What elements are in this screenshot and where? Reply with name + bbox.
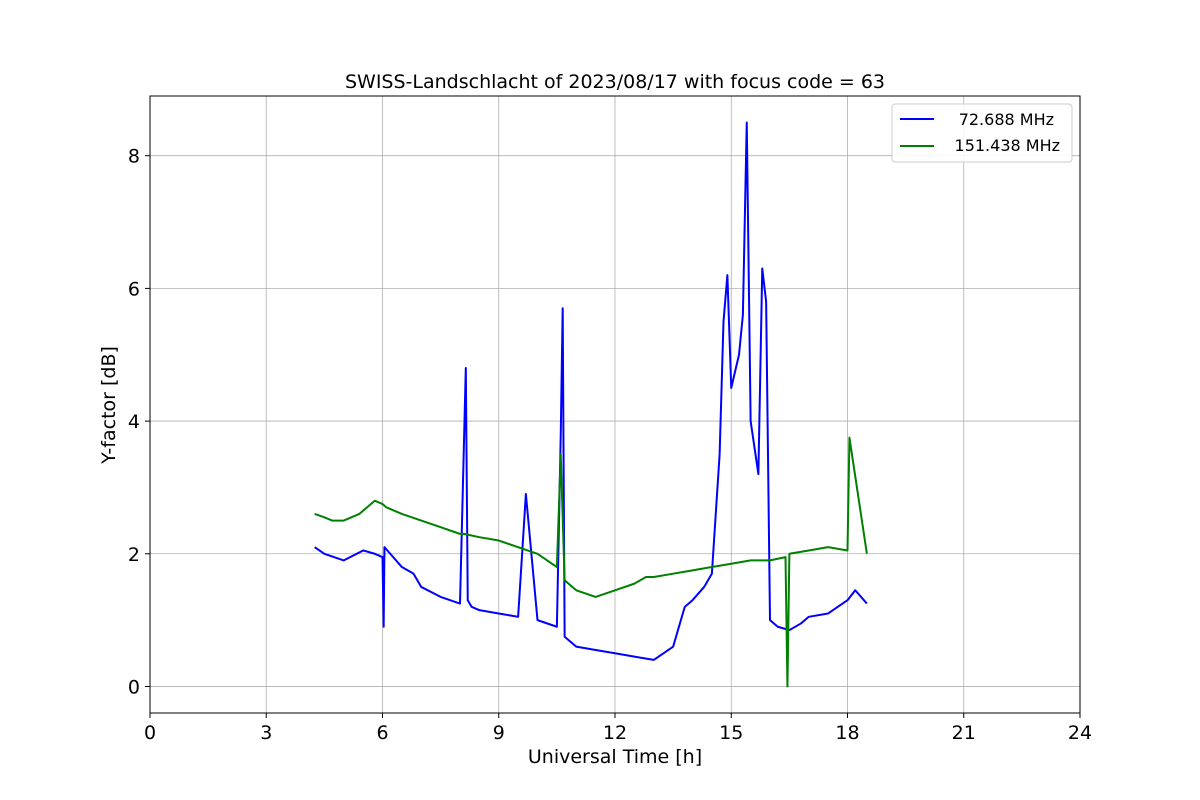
y-tick-label: 2 — [128, 544, 140, 566]
legend-box — [891, 103, 1073, 163]
y-tick-label: 0 — [128, 676, 140, 698]
x-tick-label: 21 — [952, 722, 976, 744]
x-tick-label: 24 — [1068, 722, 1092, 744]
x-tick-label: 0 — [144, 722, 156, 744]
x-axis-label: Universal Time [h] — [528, 746, 702, 768]
y-axis-label: Y-factor [dB] — [98, 346, 120, 465]
legend: 72.688 MHz 151.438 MHz — [891, 103, 1073, 163]
y-tick-label: 6 — [128, 278, 140, 300]
series-line-0 — [314, 121, 868, 661]
series-line-1 — [314, 436, 868, 688]
legend-label-72mhz: 72.688 MHz — [959, 110, 1054, 129]
x-tick-label: 9 — [493, 722, 505, 744]
y-tick-label: 4 — [128, 411, 140, 433]
legend-label-151mhz: 151.438 MHz — [955, 136, 1060, 155]
x-tick-label: 12 — [603, 722, 627, 744]
plot-lines — [314, 121, 868, 688]
chart-title: SWISS-Landschlacht of 2023/08/17 with fo… — [345, 71, 885, 93]
x-tick-label: 6 — [376, 722, 388, 744]
grid — [149, 96, 1081, 713]
x-tick-label: 15 — [719, 722, 743, 744]
x-tick-label: 3 — [260, 722, 272, 744]
x-tick-label: 18 — [835, 722, 859, 744]
y-tick-label: 8 — [128, 146, 140, 168]
